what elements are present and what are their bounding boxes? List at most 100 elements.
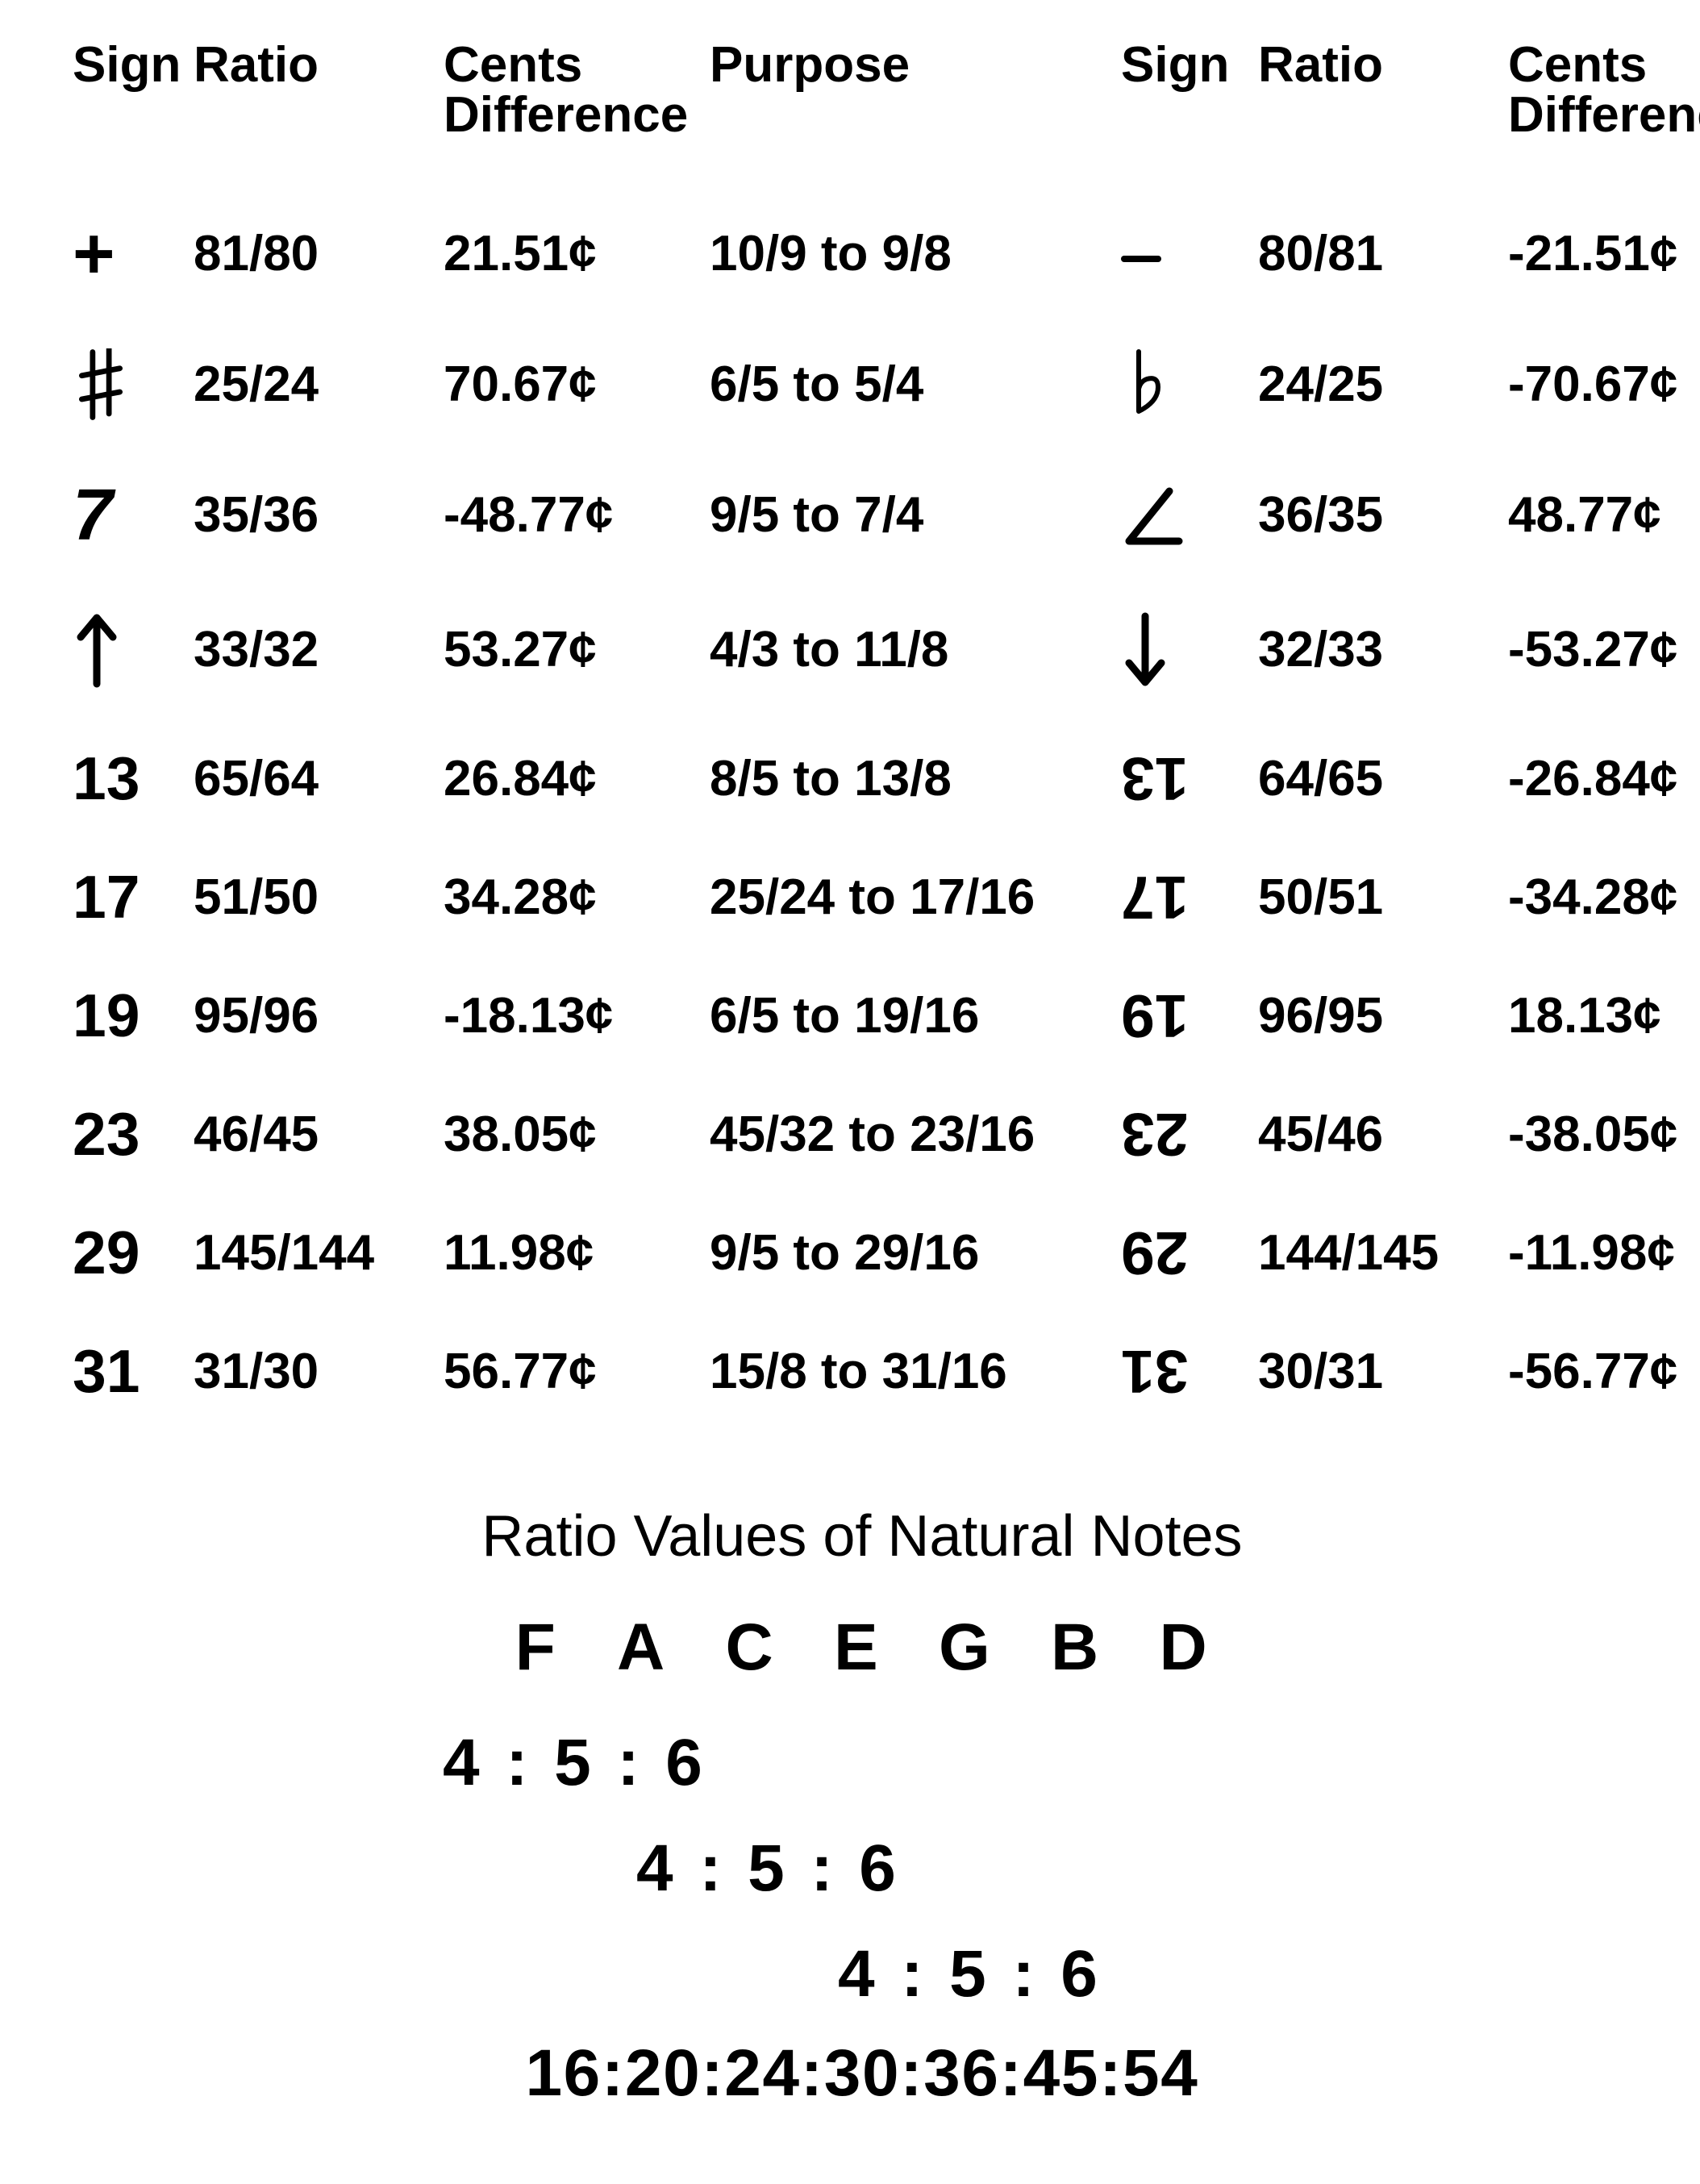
ratio-cell: 95/96 (194, 957, 444, 1075)
ratio-cell: 144/145 (1258, 1194, 1508, 1312)
cents-cell: -38.05¢ (1508, 1075, 1652, 1194)
purpose-cell: 9/5 to 29/16 (710, 1194, 1121, 1312)
sign-number: 23 (73, 1100, 140, 1168)
natural-triads: 4 : 5 : 64 : 5 : 64 : 5 : 6 (419, 1710, 1306, 2028)
natural-note: C (725, 1610, 776, 1686)
natural-note: E (834, 1610, 881, 1686)
arrow-up-icon (73, 611, 121, 679)
cents-cell: 26.84¢ (444, 719, 710, 838)
sign-number-inverted: 23 (1121, 1104, 1188, 1165)
cents-cell: -48.77¢ (444, 450, 710, 581)
minus-icon (1121, 220, 1161, 288)
table-row: 25/2470.67¢6/5 to 5/424/25-70.67¢ (73, 319, 1652, 450)
ratio-cell: 51/50 (194, 838, 444, 957)
triad-line: 4 : 5 : 6 (419, 1815, 1306, 1921)
th-cents-line2: Difference (444, 90, 702, 140)
sign-number: 29 (73, 1219, 140, 1286)
table-row: 2346/4538.05¢45/32 to 23/162345/46-38.05… (73, 1075, 1652, 1194)
cents-cell: 38.05¢ (444, 1075, 710, 1194)
natural-notes-section: Ratio Values of Natural Notes FACEGBD 4 … (73, 1503, 1652, 2111)
seven-icon: 7 (73, 475, 113, 556)
table-row: 33/3253.27¢4/3 to 11/8 32/33-53.27¢ (73, 581, 1652, 719)
intervals-table: Sign Ratio Cents Difference Purpose Sign… (73, 40, 1652, 1431)
ratio-cell: 35/36 (194, 450, 444, 581)
cents-cell: -21.51¢ (1508, 189, 1652, 319)
cents-cell: 53.27¢ (444, 581, 710, 719)
ratio-cell: 33/32 (194, 581, 444, 719)
cents-cell: 11.98¢ (444, 1194, 710, 1312)
cents-cell: -26.84¢ (1508, 719, 1652, 838)
sharp-icon (73, 346, 129, 414)
th-ratio-2: Ratio (1258, 40, 1508, 189)
ratio-cell: 96/95 (1258, 957, 1508, 1075)
th-cents2-line2: Difference (1508, 90, 1644, 140)
th-sign: Sign (73, 40, 194, 189)
ratio-cell: 65/64 (194, 719, 444, 838)
natural-note: D (1160, 1610, 1210, 1686)
arrow-down-icon (1121, 611, 1169, 679)
ratio-cell: 64/65 (1258, 719, 1508, 838)
cents-cell: -18.13¢ (444, 957, 710, 1075)
ratio-cell: 36/35 (1258, 450, 1508, 581)
purpose-cell: 6/5 to 19/16 (710, 957, 1121, 1075)
ratio-cell: 46/45 (194, 1075, 444, 1194)
sign-number: 19 (73, 982, 140, 1049)
ratio-cell: 145/144 (194, 1194, 444, 1312)
ratio-cell: 81/80 (194, 189, 444, 319)
sign-number: 13 (73, 744, 140, 812)
sign-number-inverted: 29 (1121, 1223, 1188, 1283)
cents-cell: -70.67¢ (1508, 319, 1652, 450)
cents-cell: 48.77¢ (1508, 450, 1652, 581)
sign-number-inverted: 13 (1121, 748, 1188, 809)
angle-icon (1121, 477, 1185, 545)
sign-number-inverted: 17 (1121, 867, 1188, 927)
cents-cell: 56.77¢ (444, 1312, 710, 1431)
purpose-cell: 15/8 to 31/16 (710, 1312, 1121, 1431)
purpose-cell: 45/32 to 23/16 (710, 1075, 1121, 1194)
sign-number-inverted: 31 (1121, 1341, 1188, 1402)
sign-number: 31 (73, 1337, 140, 1405)
flat-icon (1121, 346, 1177, 414)
th-cents: Cents Difference (444, 40, 710, 189)
table-row: 29145/14411.98¢9/5 to 29/1629144/145-11.… (73, 1194, 1652, 1312)
cents-cell: -56.77¢ (1508, 1312, 1652, 1431)
table-row: 1365/6426.84¢8/5 to 13/81364/65-26.84¢ (73, 719, 1652, 838)
purpose-cell: 9/5 to 7/4 (710, 450, 1121, 581)
ratio-cell: 25/24 (194, 319, 444, 450)
ratio-cell: 32/33 (1258, 581, 1508, 719)
purpose-cell: 4/3 to 11/8 (710, 581, 1121, 719)
th-cents-2: Cents Difference (1508, 40, 1652, 189)
ratio-cell: 31/30 (194, 1312, 444, 1431)
cents-cell: -34.28¢ (1508, 838, 1652, 957)
ratio-cell: 80/81 (1258, 189, 1508, 319)
th-cents2-line1: Cents (1508, 40, 1644, 90)
ratio-cell: 30/31 (1258, 1312, 1508, 1431)
table-row: 3131/3056.77¢15/8 to 31/163130/31-56.77¢ (73, 1312, 1652, 1431)
table-row: 1995/96-18.13¢6/5 to 19/161996/9518.13¢ (73, 957, 1652, 1075)
table-row: 7 35/36-48.77¢9/5 to 7/4 36/3548.77¢ (73, 450, 1652, 581)
natural-note: F (515, 1610, 559, 1686)
cents-cell: -11.98¢ (1508, 1194, 1652, 1312)
natural-note: A (617, 1610, 668, 1686)
sign-number: 17 (73, 863, 140, 931)
natural-note: B (1051, 1610, 1102, 1686)
purpose-cell: 25/24 to 17/16 (710, 838, 1121, 957)
purpose-cell: 8/5 to 13/8 (710, 719, 1121, 838)
ratio-cell: 50/51 (1258, 838, 1508, 957)
table-row: +81/8021.51¢10/9 to 9/8 80/81-21.51¢ (73, 189, 1652, 319)
th-cents-line1: Cents (444, 40, 702, 90)
purpose-cell: 10/9 to 9/8 (710, 189, 1121, 319)
ratio-cell: 45/46 (1258, 1075, 1508, 1194)
th-ratio: Ratio (194, 40, 444, 189)
cents-cell: 34.28¢ (444, 838, 710, 957)
natural-notes-row: FACEGBD (73, 1610, 1652, 1686)
cents-cell: 18.13¢ (1508, 957, 1652, 1075)
purpose-cell: 6/5 to 5/4 (710, 319, 1121, 450)
table-row: 1751/5034.28¢25/24 to 17/161750/51-34.28… (73, 838, 1652, 957)
plus-icon: + (73, 214, 115, 294)
cents-cell: 21.51¢ (444, 189, 710, 319)
ratio-cell: 24/25 (1258, 319, 1508, 450)
cents-cell: -53.27¢ (1508, 581, 1652, 719)
table-header-row: Sign Ratio Cents Difference Purpose Sign… (73, 40, 1652, 189)
natural-notes-title: Ratio Values of Natural Notes (73, 1503, 1652, 1569)
